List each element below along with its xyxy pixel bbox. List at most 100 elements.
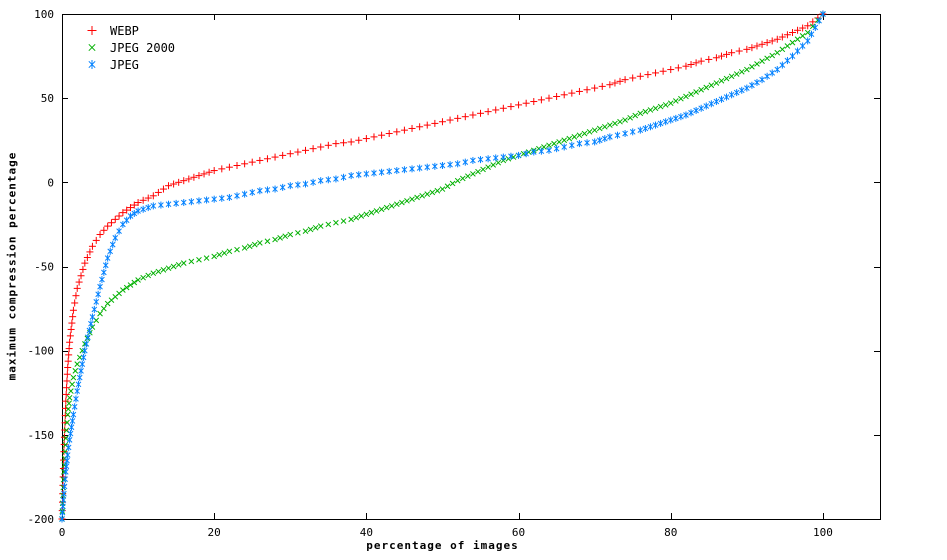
data-point xyxy=(81,347,88,354)
data-point xyxy=(525,149,532,155)
data-point xyxy=(88,320,94,327)
data-point xyxy=(180,260,187,266)
data-point xyxy=(820,11,826,17)
data-point xyxy=(607,134,613,140)
data-point xyxy=(404,198,410,204)
data-point xyxy=(754,61,760,67)
data-point xyxy=(812,24,819,31)
data-point xyxy=(272,236,278,243)
data-point xyxy=(642,125,649,132)
data-point xyxy=(72,368,79,374)
data-point xyxy=(59,516,65,522)
data-point xyxy=(789,53,796,59)
data-point xyxy=(414,194,420,201)
legend-label: JPEG xyxy=(110,57,139,72)
data-point xyxy=(241,191,248,197)
data-point xyxy=(617,118,623,125)
data-point xyxy=(439,186,446,192)
data-point xyxy=(434,187,441,194)
data-point xyxy=(647,123,654,130)
data-point xyxy=(70,411,77,418)
y-tick-label: 0 xyxy=(47,176,54,189)
data-point xyxy=(257,240,263,246)
data-point xyxy=(93,299,100,305)
data-point xyxy=(419,192,426,199)
data-point xyxy=(764,73,770,80)
data-point xyxy=(662,102,669,108)
data-point xyxy=(723,75,730,82)
legend: WEBP JPEG 2000 JPEG xyxy=(82,22,175,73)
data-point xyxy=(759,76,765,83)
data-point xyxy=(508,153,514,160)
data-point xyxy=(196,198,202,204)
data-point xyxy=(678,113,684,120)
x-tick-label: 0 xyxy=(59,526,66,539)
series-points xyxy=(59,11,826,522)
data-point xyxy=(61,462,68,468)
data-point xyxy=(728,73,735,80)
data-point xyxy=(102,262,109,269)
y-tick-label: -50 xyxy=(34,261,54,274)
legend-item: WEBP xyxy=(82,22,175,39)
data-point xyxy=(530,149,537,155)
data-point xyxy=(485,155,491,162)
data-point xyxy=(373,208,380,214)
data-point xyxy=(150,203,157,209)
data-point xyxy=(769,70,776,76)
data-point xyxy=(123,284,130,291)
data-point xyxy=(61,490,67,497)
data-point xyxy=(596,125,603,132)
data-point xyxy=(576,132,583,139)
data-point xyxy=(91,306,98,313)
y-tick-label: -200 xyxy=(28,513,55,526)
data-point xyxy=(698,86,705,93)
data-point xyxy=(629,129,636,135)
y-tick-label: -100 xyxy=(28,345,55,358)
data-point xyxy=(160,267,167,273)
data-point xyxy=(355,171,362,178)
plus-marker-icon xyxy=(87,26,97,35)
data-point xyxy=(475,168,481,175)
data-point xyxy=(612,120,618,127)
data-point xyxy=(764,55,770,62)
data-point xyxy=(60,497,67,503)
data-point xyxy=(723,94,730,100)
data-point xyxy=(568,142,575,149)
data-point xyxy=(158,202,164,208)
data-point xyxy=(97,310,103,317)
data-point xyxy=(93,317,100,324)
data-point xyxy=(601,123,608,130)
data-point xyxy=(480,166,486,173)
data-point xyxy=(698,105,705,112)
data-point xyxy=(71,403,78,410)
data-point xyxy=(73,396,79,402)
series-points xyxy=(59,10,826,523)
asterisk-marker-icon xyxy=(88,60,96,69)
data-point xyxy=(378,206,385,213)
data-point xyxy=(627,114,633,121)
data-point xyxy=(83,341,90,347)
data-point xyxy=(647,107,654,113)
cross-marker-icon xyxy=(88,43,96,52)
data-point xyxy=(74,361,81,367)
data-point xyxy=(571,134,578,140)
data-point xyxy=(759,58,765,64)
legend-label: WEBP xyxy=(110,23,139,38)
data-point xyxy=(226,248,233,255)
data-point xyxy=(287,182,294,189)
data-point xyxy=(536,145,542,152)
data-point xyxy=(302,181,309,187)
data-point xyxy=(140,206,146,213)
plot-border xyxy=(62,14,881,520)
data-point xyxy=(145,204,152,211)
data-point xyxy=(444,183,451,190)
data-point xyxy=(808,31,815,38)
data-point xyxy=(80,354,87,361)
data-point xyxy=(510,154,517,160)
data-point xyxy=(170,263,177,270)
data-point xyxy=(388,203,395,209)
data-point xyxy=(454,177,461,184)
data-point xyxy=(744,85,750,91)
data-point xyxy=(234,246,240,253)
